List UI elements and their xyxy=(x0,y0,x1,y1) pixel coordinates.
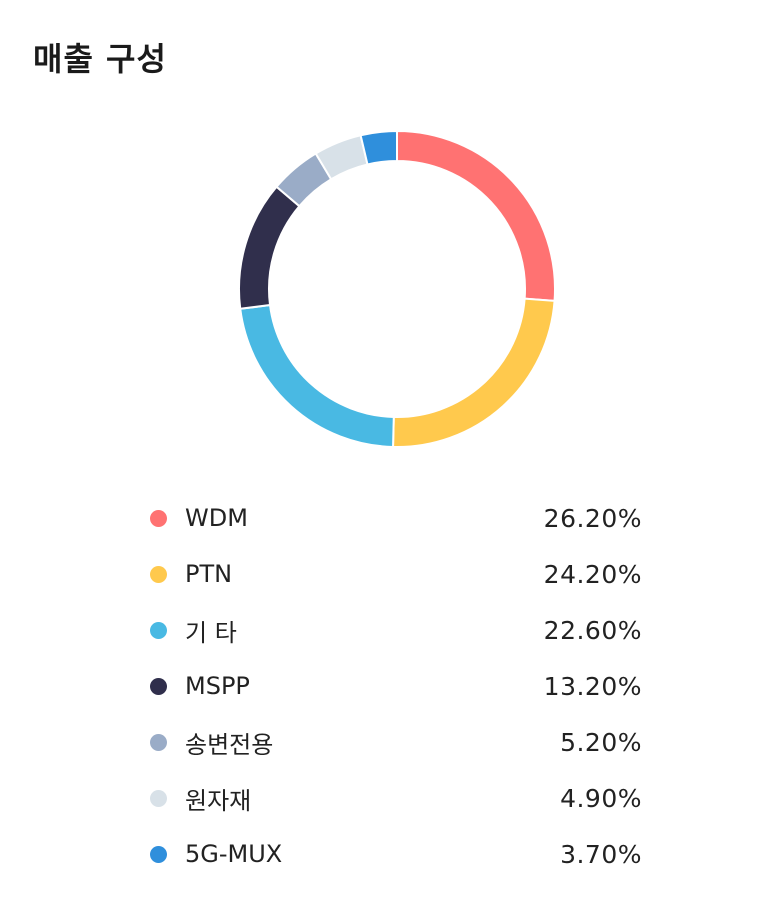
legend-label-group: 기 타 xyxy=(150,613,237,648)
legend-value: 22.60% xyxy=(543,615,642,645)
legend-label-group: PTN xyxy=(150,560,232,588)
legend-label-group: 송변전용 xyxy=(150,725,273,760)
legend-label: MSPP xyxy=(185,672,250,700)
legend-label-group: 원자재 xyxy=(150,781,251,816)
legend-item: 송변전용 5.20% xyxy=(150,714,642,770)
legend-label: PTN xyxy=(185,560,233,588)
legend-label-group: 5G-MUX xyxy=(150,840,282,868)
legend-color-dot xyxy=(150,565,167,583)
donut-slice xyxy=(396,130,556,302)
legend-color-dot xyxy=(150,845,167,863)
donut-slice xyxy=(359,130,398,166)
legend-item: PTN 24.20% xyxy=(150,546,642,602)
donut-slice xyxy=(239,303,395,448)
legend-item: 기 타 22.60% xyxy=(150,602,642,658)
legend-value: 24.20% xyxy=(543,559,642,589)
legend-item: 5G-MUX 3.70% xyxy=(150,826,642,882)
donut-slice xyxy=(238,185,301,310)
chart-legend: WDM 26.20% PTN 24.20% 기 타 22.60% MSPP 13.20% 송변전… xyxy=(150,490,642,882)
legend-label-group: WDM xyxy=(150,504,248,532)
legend-color-dot xyxy=(150,621,167,639)
donut-chart-svg xyxy=(238,130,556,448)
legend-value: 26.20% xyxy=(543,503,642,533)
legend-label-group: MSPP xyxy=(150,672,250,700)
legend-label: 기 타 xyxy=(185,618,237,647)
legend-color-dot xyxy=(150,509,167,527)
legend-item: WDM 26.20% xyxy=(150,490,642,546)
donut-slice xyxy=(392,297,556,448)
legend-value: 3.70% xyxy=(560,839,642,869)
legend-value: 4.90% xyxy=(560,783,642,813)
legend-label: WDM xyxy=(185,504,248,532)
legend-label: 5G-MUX xyxy=(185,840,283,868)
page-title: 매출 구성 xyxy=(33,40,167,78)
legend-color-dot xyxy=(150,789,167,807)
legend-label: 원자재 xyxy=(185,786,252,815)
legend-value: 5.20% xyxy=(560,727,642,757)
legend-item: MSPP 13.20% xyxy=(150,658,642,714)
legend-color-dot xyxy=(150,677,167,695)
legend-color-dot xyxy=(150,733,167,751)
legend-value: 13.20% xyxy=(543,671,642,701)
legend-label: 송변전용 xyxy=(185,730,274,759)
legend-item: 원자재 4.90% xyxy=(150,770,642,826)
donut-chart xyxy=(238,130,556,448)
